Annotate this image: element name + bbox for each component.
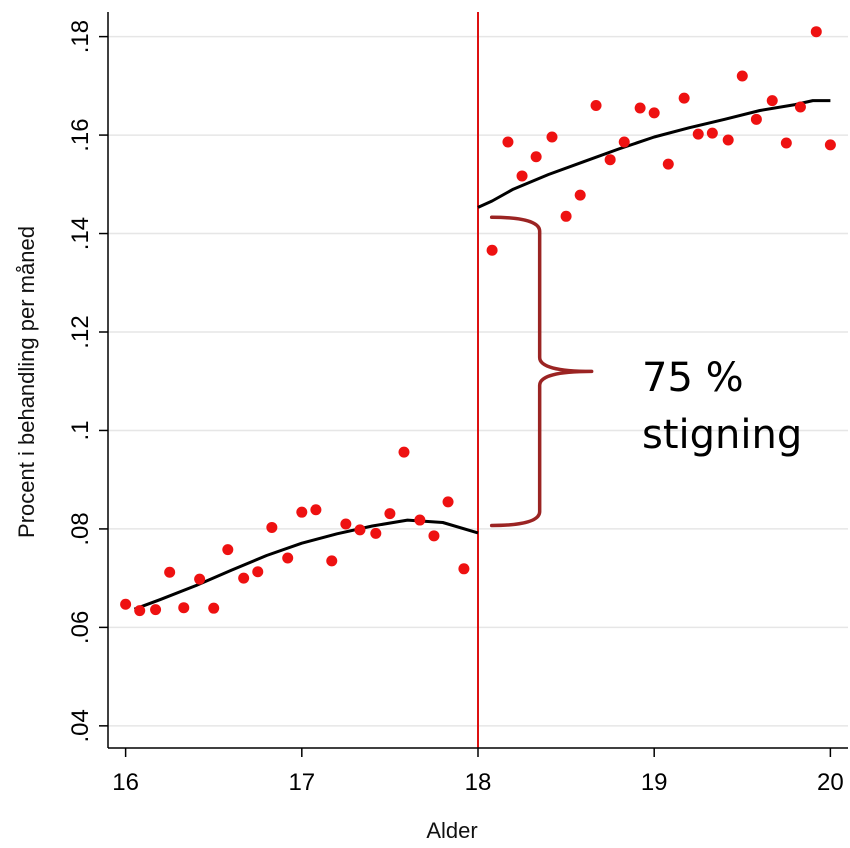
- data-points: [120, 26, 836, 617]
- data-point-31: [590, 100, 602, 112]
- data-point-10: [266, 521, 278, 533]
- fit-curve-left: [133, 518, 479, 611]
- y-tick-label-1: .06: [67, 611, 94, 644]
- annotation-line-2: stigning: [642, 412, 802, 458]
- data-point-3: [164, 566, 176, 578]
- y-axis-title: Procent i behandling per måned: [14, 226, 39, 538]
- curly-brace: [489, 215, 594, 528]
- data-point-7: [222, 544, 234, 556]
- y-tick-label-0: .04: [67, 709, 94, 742]
- x-tick-label-1: 17: [288, 769, 315, 796]
- data-point-45: [794, 101, 806, 113]
- x-tick-label-4: 20: [817, 769, 844, 796]
- data-point-29: [560, 210, 572, 222]
- data-point-46: [810, 26, 822, 38]
- data-point-8: [238, 572, 250, 584]
- data-point-2: [150, 604, 162, 616]
- data-point-47: [824, 139, 836, 151]
- y-tick-label-2: .08: [67, 512, 94, 545]
- x-tick-label-2: 18: [465, 769, 492, 796]
- data-point-27: [530, 151, 542, 163]
- data-point-24: [486, 244, 498, 256]
- x-axis-title: Alder: [426, 818, 477, 843]
- x-axis-ticks: 16 17 18 19 20: [112, 748, 844, 796]
- data-point-40: [722, 134, 734, 146]
- data-point-36: [662, 158, 674, 170]
- data-point-38: [692, 128, 704, 140]
- y-tick-label-5: .14: [67, 217, 94, 250]
- data-point-33: [618, 136, 630, 148]
- y-tick-label-6: .16: [67, 118, 94, 151]
- data-point-41: [736, 70, 748, 82]
- data-point-0: [120, 598, 132, 610]
- y-tick-label-4: .12: [67, 315, 94, 348]
- y-tick-label-7: .18: [67, 20, 94, 53]
- increase-brace: [489, 215, 594, 528]
- data-point-28: [546, 131, 558, 143]
- data-point-43: [766, 95, 778, 107]
- data-point-32: [604, 154, 616, 166]
- data-point-19: [398, 446, 410, 458]
- data-point-15: [340, 518, 352, 530]
- data-point-39: [706, 127, 718, 139]
- y-tick-label-3: .1: [67, 420, 94, 440]
- annotation-line-1: 75 %: [642, 355, 744, 401]
- data-point-25: [502, 136, 514, 148]
- data-point-26: [516, 170, 528, 182]
- data-point-13: [310, 504, 322, 516]
- data-point-35: [648, 107, 660, 119]
- data-point-16: [354, 524, 366, 536]
- x-tick-label-3: 19: [641, 769, 668, 796]
- data-point-14: [326, 555, 338, 567]
- data-point-22: [442, 496, 454, 508]
- data-point-23: [458, 563, 470, 575]
- x-tick-label-0: 16: [112, 769, 139, 796]
- data-point-44: [780, 137, 792, 149]
- data-point-11: [282, 552, 294, 564]
- data-point-4: [178, 602, 190, 614]
- data-point-18: [384, 508, 396, 520]
- data-point-9: [252, 566, 264, 578]
- data-point-6: [208, 602, 220, 614]
- data-point-42: [750, 113, 762, 125]
- data-point-37: [678, 92, 690, 104]
- fit-curve-right: [477, 99, 831, 209]
- data-point-17: [370, 527, 382, 539]
- y-axis-ticks: .04 .06 .08 .1 .12 .14 .16 .18: [67, 20, 108, 743]
- data-point-12: [296, 506, 308, 518]
- data-point-20: [414, 514, 426, 526]
- data-point-5: [194, 573, 206, 585]
- data-point-1: [134, 605, 146, 617]
- data-point-30: [574, 189, 586, 201]
- data-point-34: [634, 102, 646, 114]
- data-point-21: [428, 530, 440, 542]
